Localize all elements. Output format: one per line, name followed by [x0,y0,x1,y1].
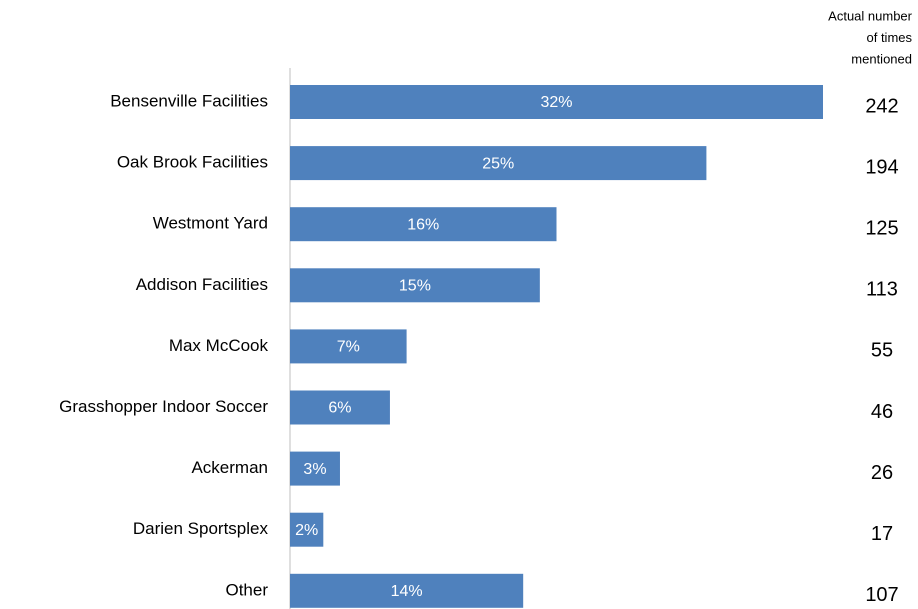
data-label: 6% [328,400,351,417]
bar [290,512,324,547]
data-label: 2% [295,522,318,539]
bar [290,268,540,303]
category-label: Ackerman [191,458,268,477]
category-label: Oak Brook Facilities [117,153,268,172]
bar [290,573,524,608]
data-label: 15% [399,278,431,295]
count-label: 17 [871,523,893,545]
bar [290,329,407,364]
data-label: 32% [540,94,572,111]
category-label: Westmont Yard [153,214,268,233]
count-label: 107 [865,584,898,606]
data-label: 7% [337,339,360,356]
category-label: Max McCook [169,336,269,355]
category-label: Darien Sportsplex [133,519,269,538]
counts-title: mentioned [851,51,912,66]
data-label: 3% [303,461,326,478]
count-label: 55 [871,340,893,362]
bar [290,207,557,242]
count-label: 46 [871,401,893,423]
category-label: Other [225,580,268,599]
counts-title: of times [866,30,912,45]
data-label: 25% [482,155,514,172]
bar [290,85,823,119]
count-label: 26 [871,462,893,484]
bar [290,390,390,425]
category-label: Addison Facilities [136,275,268,294]
count-label: 242 [865,95,898,117]
count-label: 125 [865,217,898,239]
bar [290,146,707,181]
data-label: 16% [407,216,439,233]
category-label: Bensenville Facilities [110,91,268,110]
data-label: 14% [391,583,423,600]
count-label: 113 [866,279,898,301]
bar [290,451,340,486]
category-label: Grasshopper Indoor Soccer [59,397,268,416]
counts-title: Actual number [828,8,912,23]
count-label: 194 [865,156,898,178]
